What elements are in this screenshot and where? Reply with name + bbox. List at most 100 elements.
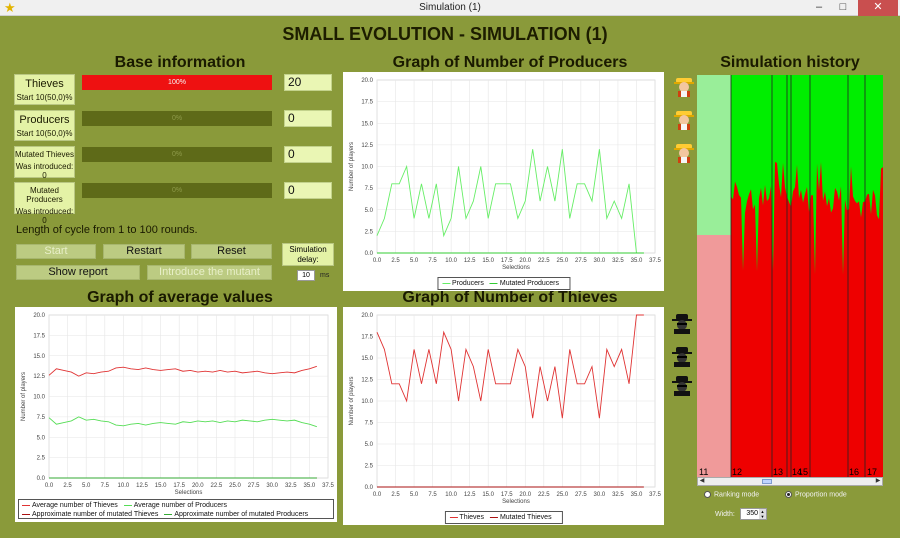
y-tick-label: 15.0: [361, 121, 373, 127]
x-tick-label: 30.0: [594, 492, 606, 498]
y-tick-label: 5.0: [365, 208, 374, 214]
x-tick-label: 15.0: [482, 258, 494, 264]
legend-label: Producers: [451, 280, 484, 287]
start-button[interactable]: Start: [16, 244, 96, 259]
x-tick-label: 7.5: [428, 492, 437, 498]
legend-item: Average number of Thieves: [22, 501, 118, 510]
chart-svg: 0.0 2.5 5.0 7.5 10.0 12.5 15.0 17.5 20.0 0.0 2.5 5.…: [349, 78, 661, 271]
series-line-1: [48, 416, 317, 428]
x-tick-label: 12.5: [464, 492, 476, 498]
mutated-producers-progress-text: 0%: [171, 187, 183, 194]
x-tick-label: 37.5: [322, 483, 334, 489]
legend-swatch: [441, 282, 450, 284]
x-tick-label: 7.5: [101, 483, 110, 489]
x-tick-label: 25.0: [556, 492, 568, 498]
x-tick-label: 20.0: [192, 483, 204, 489]
average-chart: 0.0 2.5 5.0 7.5 10.0 12.5 15.0 17.5 20.0 0.0 2.5 5.…: [15, 307, 337, 522]
x-tick-label: 32.5: [285, 483, 297, 489]
x-tick-label: 27.5: [575, 258, 587, 264]
y-tick-label: 7.5: [365, 186, 374, 192]
x-tick-label: 10.0: [445, 492, 457, 498]
legend-item: Approximate number of mutated Thieves: [22, 510, 158, 519]
delay-input[interactable]: 10: [297, 270, 315, 281]
x-tick-label: 2.5: [391, 492, 400, 498]
producers-count-field[interactable]: 0: [284, 110, 332, 127]
scroll-right-icon[interactable]: ▶: [875, 478, 881, 484]
legend-swatch: [164, 513, 173, 515]
thieves-progress-fill: [82, 75, 272, 90]
width-value: 350: [746, 510, 758, 517]
maximize-button[interactable]: □: [839, 1, 847, 13]
legend-item: Thieves: [449, 513, 484, 522]
legend-label: Average number of Thieves: [32, 502, 118, 509]
proportion-mode-radio[interactable]: Proportion mode: [785, 491, 847, 498]
thieves-count-field[interactable]: 20: [284, 74, 332, 91]
mutated-producers-info-box: Mutated Producers Was introduced: 0: [14, 182, 75, 225]
history-svg: [697, 75, 883, 477]
simulation-delay-label: Simulation delay:: [282, 243, 334, 266]
history-scrollbar[interactable]: ◀ ▶: [697, 477, 883, 486]
restart-button[interactable]: Restart: [103, 244, 185, 259]
scroll-left-icon[interactable]: ◀: [699, 478, 705, 484]
y-tick-label: 7.5: [365, 421, 374, 427]
base-info-title: Base information: [114, 54, 246, 71]
series-line-0: [376, 149, 644, 254]
x-tick-label: 17.5: [501, 492, 513, 498]
thieves-label: Thieves: [25, 78, 64, 90]
x-tick-label: 0.0: [373, 492, 382, 498]
x-tick-label: 5.0: [82, 483, 91, 489]
history-round-label: 14: [792, 467, 803, 477]
delay-label-line2: delay:: [297, 255, 319, 264]
reset-button[interactable]: Reset: [191, 244, 272, 259]
thief-icon: [671, 374, 693, 396]
y-tick-label: 7.5: [37, 415, 46, 421]
delay-label-line1: Simulation: [289, 245, 327, 254]
history-title: Simulation history: [720, 54, 860, 71]
history-round-label: 17: [867, 467, 878, 477]
legend-label: Mutated Producers: [499, 280, 560, 287]
mutated-thieves-label: Mutated Thieves: [15, 150, 74, 159]
minimize-button[interactable]: –: [815, 1, 823, 13]
width-spinner[interactable]: 350 ▲ ▼: [740, 508, 767, 520]
page-title: SMALL EVOLUTION - SIMULATION (1): [282, 24, 608, 44]
y-tick-label: 10.0: [361, 399, 373, 405]
mutated-thieves-count-field[interactable]: 0: [284, 146, 332, 163]
mutated-thieves-subtext: Was introduced: 0: [15, 162, 74, 180]
close-button[interactable]: ✕: [858, 0, 898, 16]
x-tick-label: 25.0: [556, 258, 568, 264]
history-round-label: 12: [732, 467, 743, 477]
x-tick-label: 17.5: [501, 258, 513, 264]
legend-swatch: [489, 282, 498, 284]
x-axis-label: Selections: [502, 499, 530, 505]
mutated-thieves-progress-text: 0%: [171, 151, 183, 158]
x-tick-label: 30.0: [594, 258, 606, 264]
x-tick-label: 10.0: [445, 258, 457, 264]
introduce-mutant-button[interactable]: Introduce the mutant: [147, 265, 272, 280]
x-tick-label: 10.0: [118, 483, 130, 489]
legend-swatch: [489, 516, 498, 518]
mutated-producers-count-field[interactable]: 0: [284, 182, 332, 199]
x-tick-label: 37.5: [649, 492, 661, 498]
history-round-label: 15: [798, 467, 809, 477]
x-tick-label: 2.5: [391, 258, 400, 264]
x-tick-label: 2.5: [63, 483, 72, 489]
x-tick-label: 22.5: [211, 483, 223, 489]
x-tick-label: 20.0: [519, 492, 531, 498]
legend-label: Average number of Producers: [133, 502, 228, 509]
mutated-thieves-info-box: Mutated Thieves Was introduced: 0: [14, 146, 75, 180]
y-tick-label: 12.5: [33, 374, 45, 380]
y-tick-label: 15.0: [33, 354, 45, 360]
ranking-mode-radio[interactable]: Ranking mode: [704, 491, 759, 498]
scroll-thumb[interactable]: [762, 479, 772, 484]
producers-label: Producers: [19, 114, 70, 126]
farmer-icon: [673, 141, 695, 163]
history-thieves-area: [731, 161, 883, 477]
spin-up-icon[interactable]: ▲: [759, 509, 766, 514]
producers-progress-text: 0%: [171, 115, 183, 122]
legend-item: Mutated Thieves: [489, 513, 552, 522]
legend-item: Mutated Producers: [489, 279, 560, 288]
width-label: Width:: [715, 511, 735, 518]
spin-down-icon[interactable]: ▼: [759, 514, 766, 519]
show-report-button[interactable]: Show report: [16, 265, 140, 280]
mutated-producers-subtext: Was introduced: 0: [15, 207, 74, 225]
